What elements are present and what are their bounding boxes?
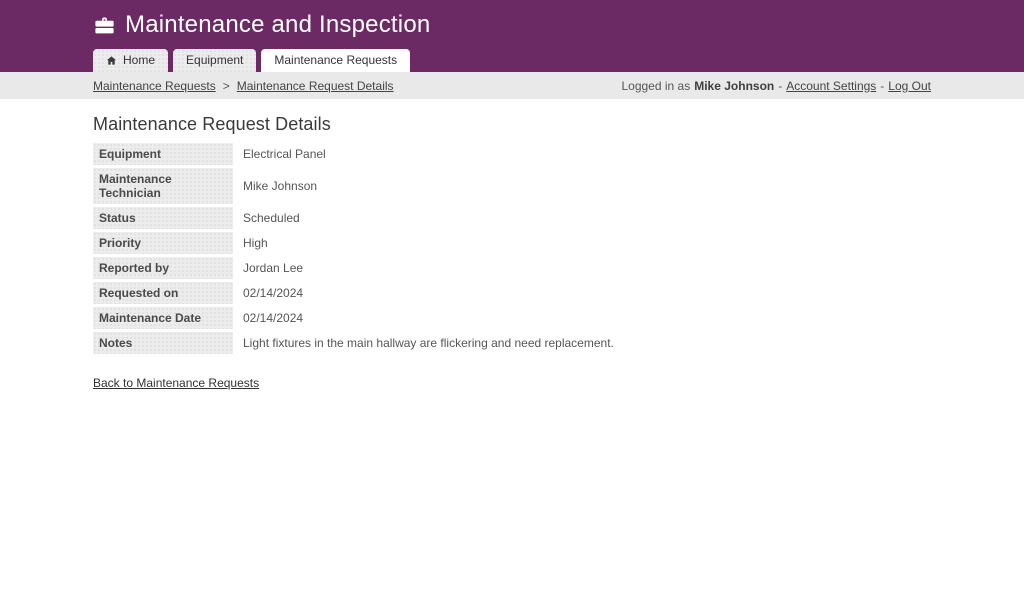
breadcrumb-link-maintenance-requests[interactable]: Maintenance Requests [93,78,216,93]
row-value: Mike Johnson [243,179,318,193]
session-separator: - [778,78,783,93]
user-name: Mike Johnson [694,78,775,93]
table-row: Maintenance Technician Mike Johnson [93,168,931,204]
breadcrumb: Maintenance Requests > Maintenance Reque… [93,79,394,93]
tab-label: Equipment [186,53,244,67]
table-row: Status Scheduled [93,207,931,229]
main-content: Maintenance Request Details Equipment El… [93,99,931,392]
row-label: Reported by [93,257,233,279]
row-label: Requested on [93,282,233,304]
tab-equipment[interactable]: Equipment [173,49,257,72]
session-separator: - [880,78,885,93]
home-icon [106,55,117,66]
row-value: Light fixtures in the main hallway are f… [243,336,614,350]
tab-label: Home [123,53,156,67]
details-table: Equipment Electrical Panel Maintenance T… [93,143,931,354]
row-value: High [243,236,268,250]
breadcrumb-separator: > [222,78,230,93]
app-header: Maintenance and Inspection Home Equipmen… [0,0,1024,72]
row-label: Equipment [93,143,233,165]
row-value: 02/14/2024 [243,286,304,300]
row-label: Status [93,207,233,229]
row-value: Scheduled [243,211,300,225]
table-row: Requested on 02/14/2024 [93,282,931,304]
account-settings-link[interactable]: Account Settings [786,78,877,93]
table-row: Equipment Electrical Panel [93,143,931,165]
row-label: Maintenance Technician [93,168,233,204]
session-prefix: Logged in as [621,78,691,93]
tab-label: Maintenance Requests [274,53,398,67]
row-label: Maintenance Date [93,307,233,329]
table-row: Notes Light fixtures in the main hallway… [93,332,931,354]
logout-link[interactable]: Log Out [888,78,931,93]
row-value: Jordan Lee [243,261,304,275]
brand: Maintenance and Inspection [93,0,931,39]
page-title: Maintenance Request Details [93,114,331,134]
session-status: Logged in as Mike Johnson - Account Sett… [621,79,931,93]
briefcase-icon [93,14,116,37]
table-row: Reported by Jordan Lee [93,257,931,279]
main-nav: Home Equipment Maintenance Requests [93,49,931,72]
back-link[interactable]: Back to Maintenance Requests [93,376,260,390]
row-label: Priority [93,232,233,254]
breadcrumb-bar: Maintenance Requests > Maintenance Reque… [0,72,1024,99]
table-row: Priority High [93,232,931,254]
row-value: Electrical Panel [243,147,326,161]
tab-home[interactable]: Home [93,49,169,72]
row-label: Notes [93,332,233,354]
table-row: Maintenance Date 02/14/2024 [93,307,931,329]
app-title: Maintenance and Inspection [125,11,431,38]
tab-maintenance-requests[interactable]: Maintenance Requests [261,49,411,72]
breadcrumb-link-request-details[interactable]: Maintenance Request Details [236,78,394,93]
row-value: 02/14/2024 [243,311,304,325]
